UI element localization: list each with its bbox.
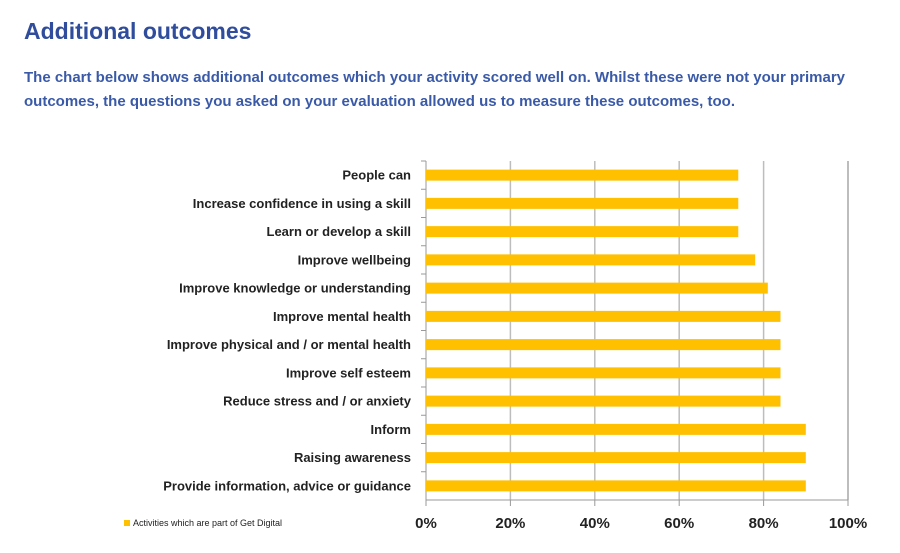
bar — [426, 282, 768, 294]
x-tick-label: 20% — [495, 515, 525, 532]
bar — [426, 169, 739, 181]
intro-text: The chart below shows additional outcome… — [24, 69, 846, 110]
category-label: Learn or develop a skill — [267, 224, 412, 239]
bar — [426, 254, 756, 266]
bar — [426, 480, 806, 492]
x-tick-label: 40% — [580, 515, 610, 532]
x-tick-label: 0% — [415, 515, 437, 532]
page-title: Additional outcomes — [24, 18, 252, 44]
category-label: Inform — [371, 422, 411, 437]
bar — [426, 423, 806, 435]
category-label: People can — [342, 168, 411, 183]
category-label: Increase confidence in using a skill — [193, 196, 411, 211]
category-label: Provide information, advice or guidance — [163, 478, 411, 493]
category-label: Raising awareness — [294, 450, 411, 465]
x-tick-label: 80% — [749, 515, 779, 532]
bar — [426, 197, 739, 209]
category-label: Improve knowledge or understanding — [179, 281, 411, 296]
bar — [426, 310, 781, 322]
category-label: Improve physical and / or mental health — [167, 337, 411, 352]
legend-label: Activities which are part of Get Digital — [133, 518, 282, 528]
bar — [426, 395, 781, 407]
x-tick-label: 60% — [664, 515, 694, 532]
legend-swatch — [124, 520, 130, 526]
bar — [426, 367, 781, 379]
bar — [426, 452, 806, 464]
bar — [426, 226, 739, 238]
bar — [426, 339, 781, 351]
x-tick-label: 100% — [829, 515, 867, 532]
category-label: Improve self esteem — [286, 365, 411, 380]
category-label: Improve wellbeing — [298, 252, 411, 267]
category-label: Improve mental health — [273, 309, 411, 324]
category-label: Reduce stress and / or anxiety — [223, 394, 412, 409]
